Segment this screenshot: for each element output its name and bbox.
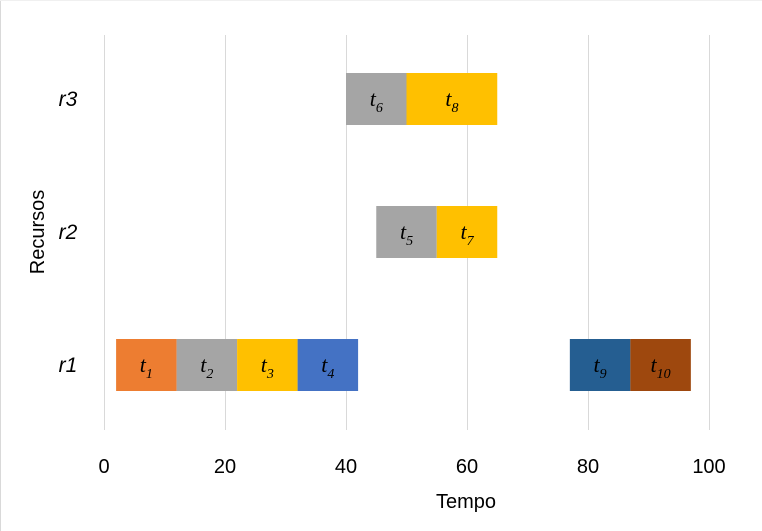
x-tick-1: 20 — [214, 456, 236, 478]
y-tick-r1: r1 — [59, 354, 78, 377]
y-axis-title: Recursos — [27, 190, 49, 274]
task-bar-t2 — [176, 339, 238, 391]
x-tick-5: 100 — [692, 456, 725, 478]
task-bars: t1 t2 t3 t4 t5 t6 t7 t8 t9 t10 — [116, 73, 691, 391]
task-bar-t4 — [297, 339, 359, 391]
task-bar-t7 — [436, 206, 498, 258]
task-bar-t8 — [406, 73, 498, 125]
task-bar-t10 — [630, 339, 691, 391]
task-label-t2: t2 — [200, 352, 213, 382]
task-label-t4: t4 — [321, 352, 334, 382]
task-label-t9: t9 — [594, 352, 607, 382]
task-bar-t9 — [569, 339, 631, 391]
x-tick-labels: 0 20 40 60 80 100 — [98, 456, 725, 478]
x-tick-4: 80 — [577, 456, 599, 478]
task-label-t7: t7 — [460, 219, 474, 249]
y-tick-labels: r1 r2 r3 — [59, 88, 78, 377]
task-bar-t1 — [116, 339, 177, 391]
x-tick-3: 60 — [456, 456, 478, 478]
task-label-t6: t6 — [370, 86, 383, 116]
task-label-t5: t5 — [400, 219, 413, 249]
task-bar-t5 — [376, 206, 437, 258]
task-bar-t3 — [237, 339, 298, 391]
task-label-t1: t1 — [140, 352, 153, 382]
y-tick-r3: r3 — [59, 88, 78, 111]
task-label-t3: t3 — [261, 352, 274, 382]
x-tick-0: 0 — [98, 456, 109, 478]
x-axis-title: Tempo — [436, 491, 496, 513]
task-bar-t6 — [346, 73, 407, 125]
x-tick-2: 40 — [335, 456, 357, 478]
y-tick-r2: r2 — [59, 221, 78, 244]
task-label-t8: t8 — [445, 86, 458, 116]
task-label-t10: t10 — [651, 352, 671, 382]
